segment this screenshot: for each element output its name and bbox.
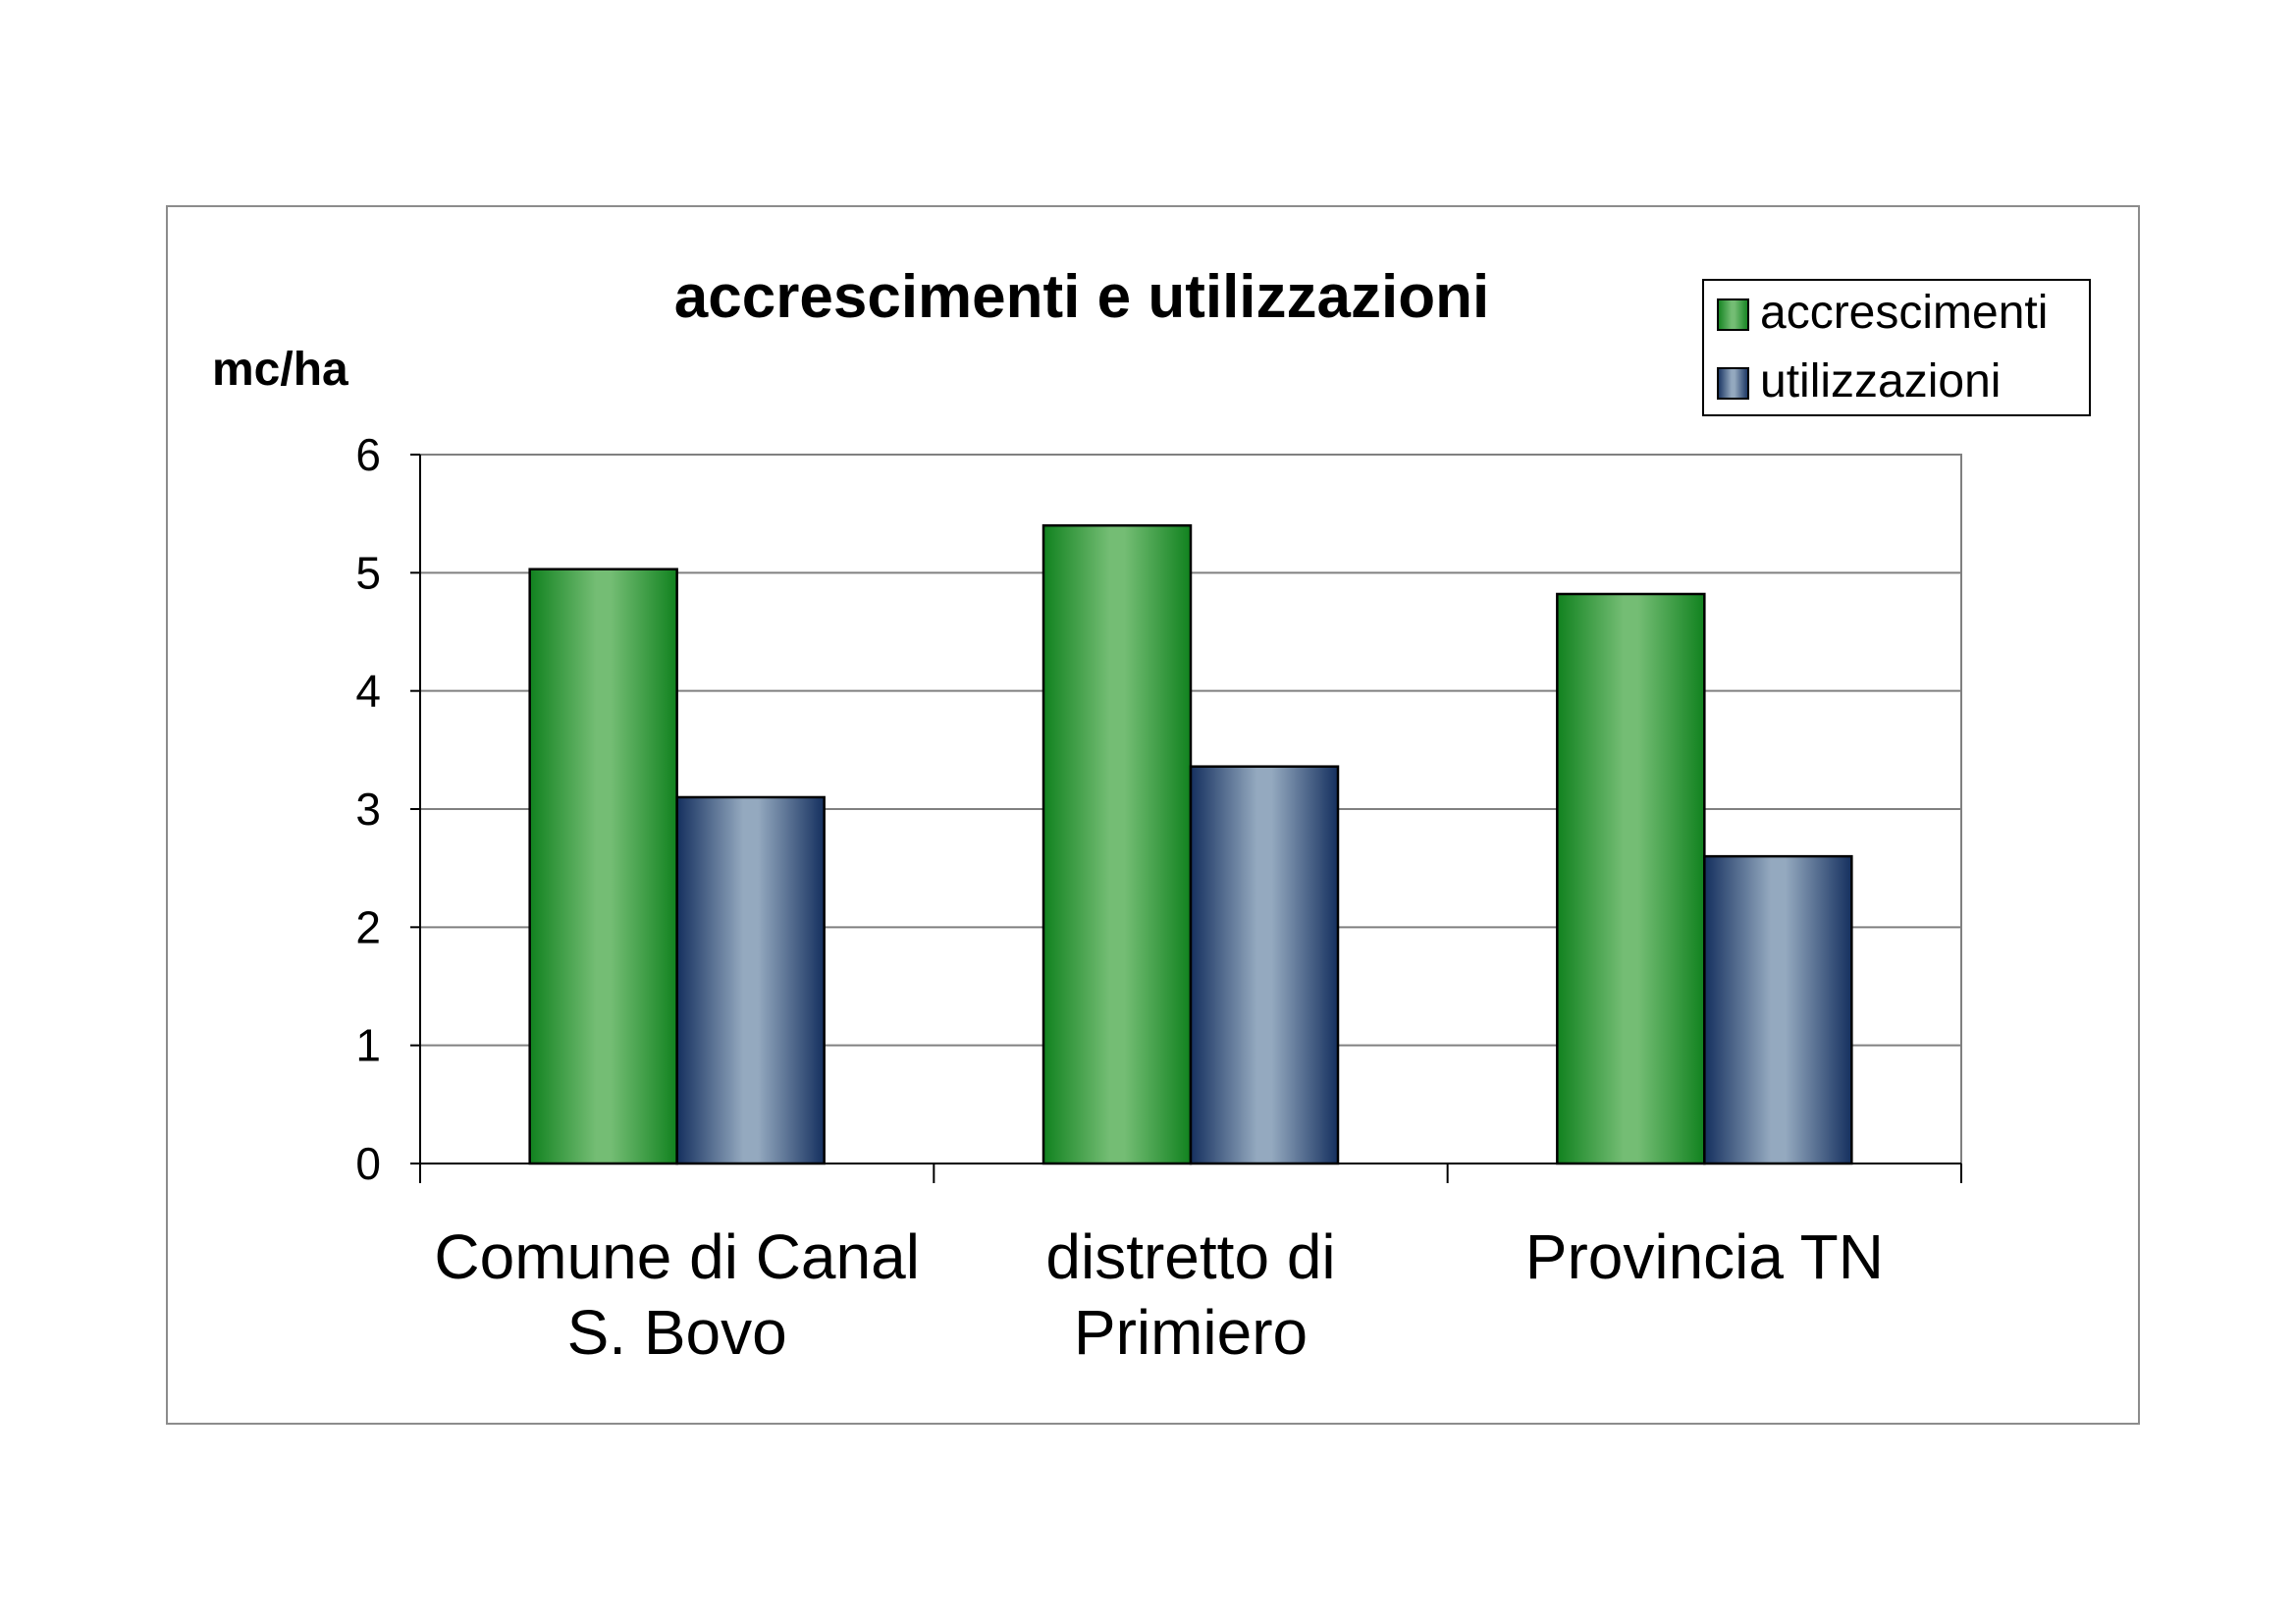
- legend-box: [1702, 279, 2091, 416]
- legend-label-utilizzazioni: utilizzazioni: [1760, 355, 2001, 407]
- legend-swatch-accrescimenti: [1717, 298, 1749, 331]
- bars: [528, 523, 1853, 1165]
- y-tick-label: 0: [355, 1138, 381, 1189]
- y-tick-labels: 0 1 2 3 4 5 6: [355, 429, 381, 1189]
- chart-title: accrescimenti e utilizzazioni: [674, 263, 1489, 331]
- bar-utilizzazioni-2: [1703, 854, 1853, 1165]
- bar-accrescimenti-1: [1041, 523, 1193, 1165]
- bar-accrescimenti-2: [1556, 592, 1706, 1165]
- axes: [410, 454, 1962, 1183]
- legend: accrescimenti utilizzazioni: [1702, 279, 2091, 416]
- y-tick-label: 6: [355, 429, 381, 480]
- y-tick-label: 4: [355, 666, 381, 717]
- bar-accrescimenti-0: [528, 568, 678, 1165]
- y-tick-label: 1: [355, 1020, 381, 1071]
- category-label: Comune di Canal: [434, 1221, 920, 1292]
- bar-utilizzazioni-1: [1189, 765, 1340, 1165]
- category-label: Primiero: [1074, 1297, 1308, 1368]
- y-tick-label: 3: [355, 784, 381, 835]
- category-label: S. Bovo: [567, 1297, 787, 1368]
- category-label: distretto di: [1045, 1221, 1335, 1292]
- bar-utilizzazioni-0: [675, 795, 826, 1165]
- y-tick-label: 2: [355, 901, 381, 952]
- y-axis-unit-label: mc/ha: [212, 344, 348, 396]
- legend-swatch-utilizzazioni: [1717, 367, 1749, 400]
- y-tick-label: 5: [355, 547, 381, 598]
- category-label: Provincia TN: [1525, 1221, 1884, 1292]
- legend-label-accrescimenti: accrescimenti: [1760, 287, 2048, 339]
